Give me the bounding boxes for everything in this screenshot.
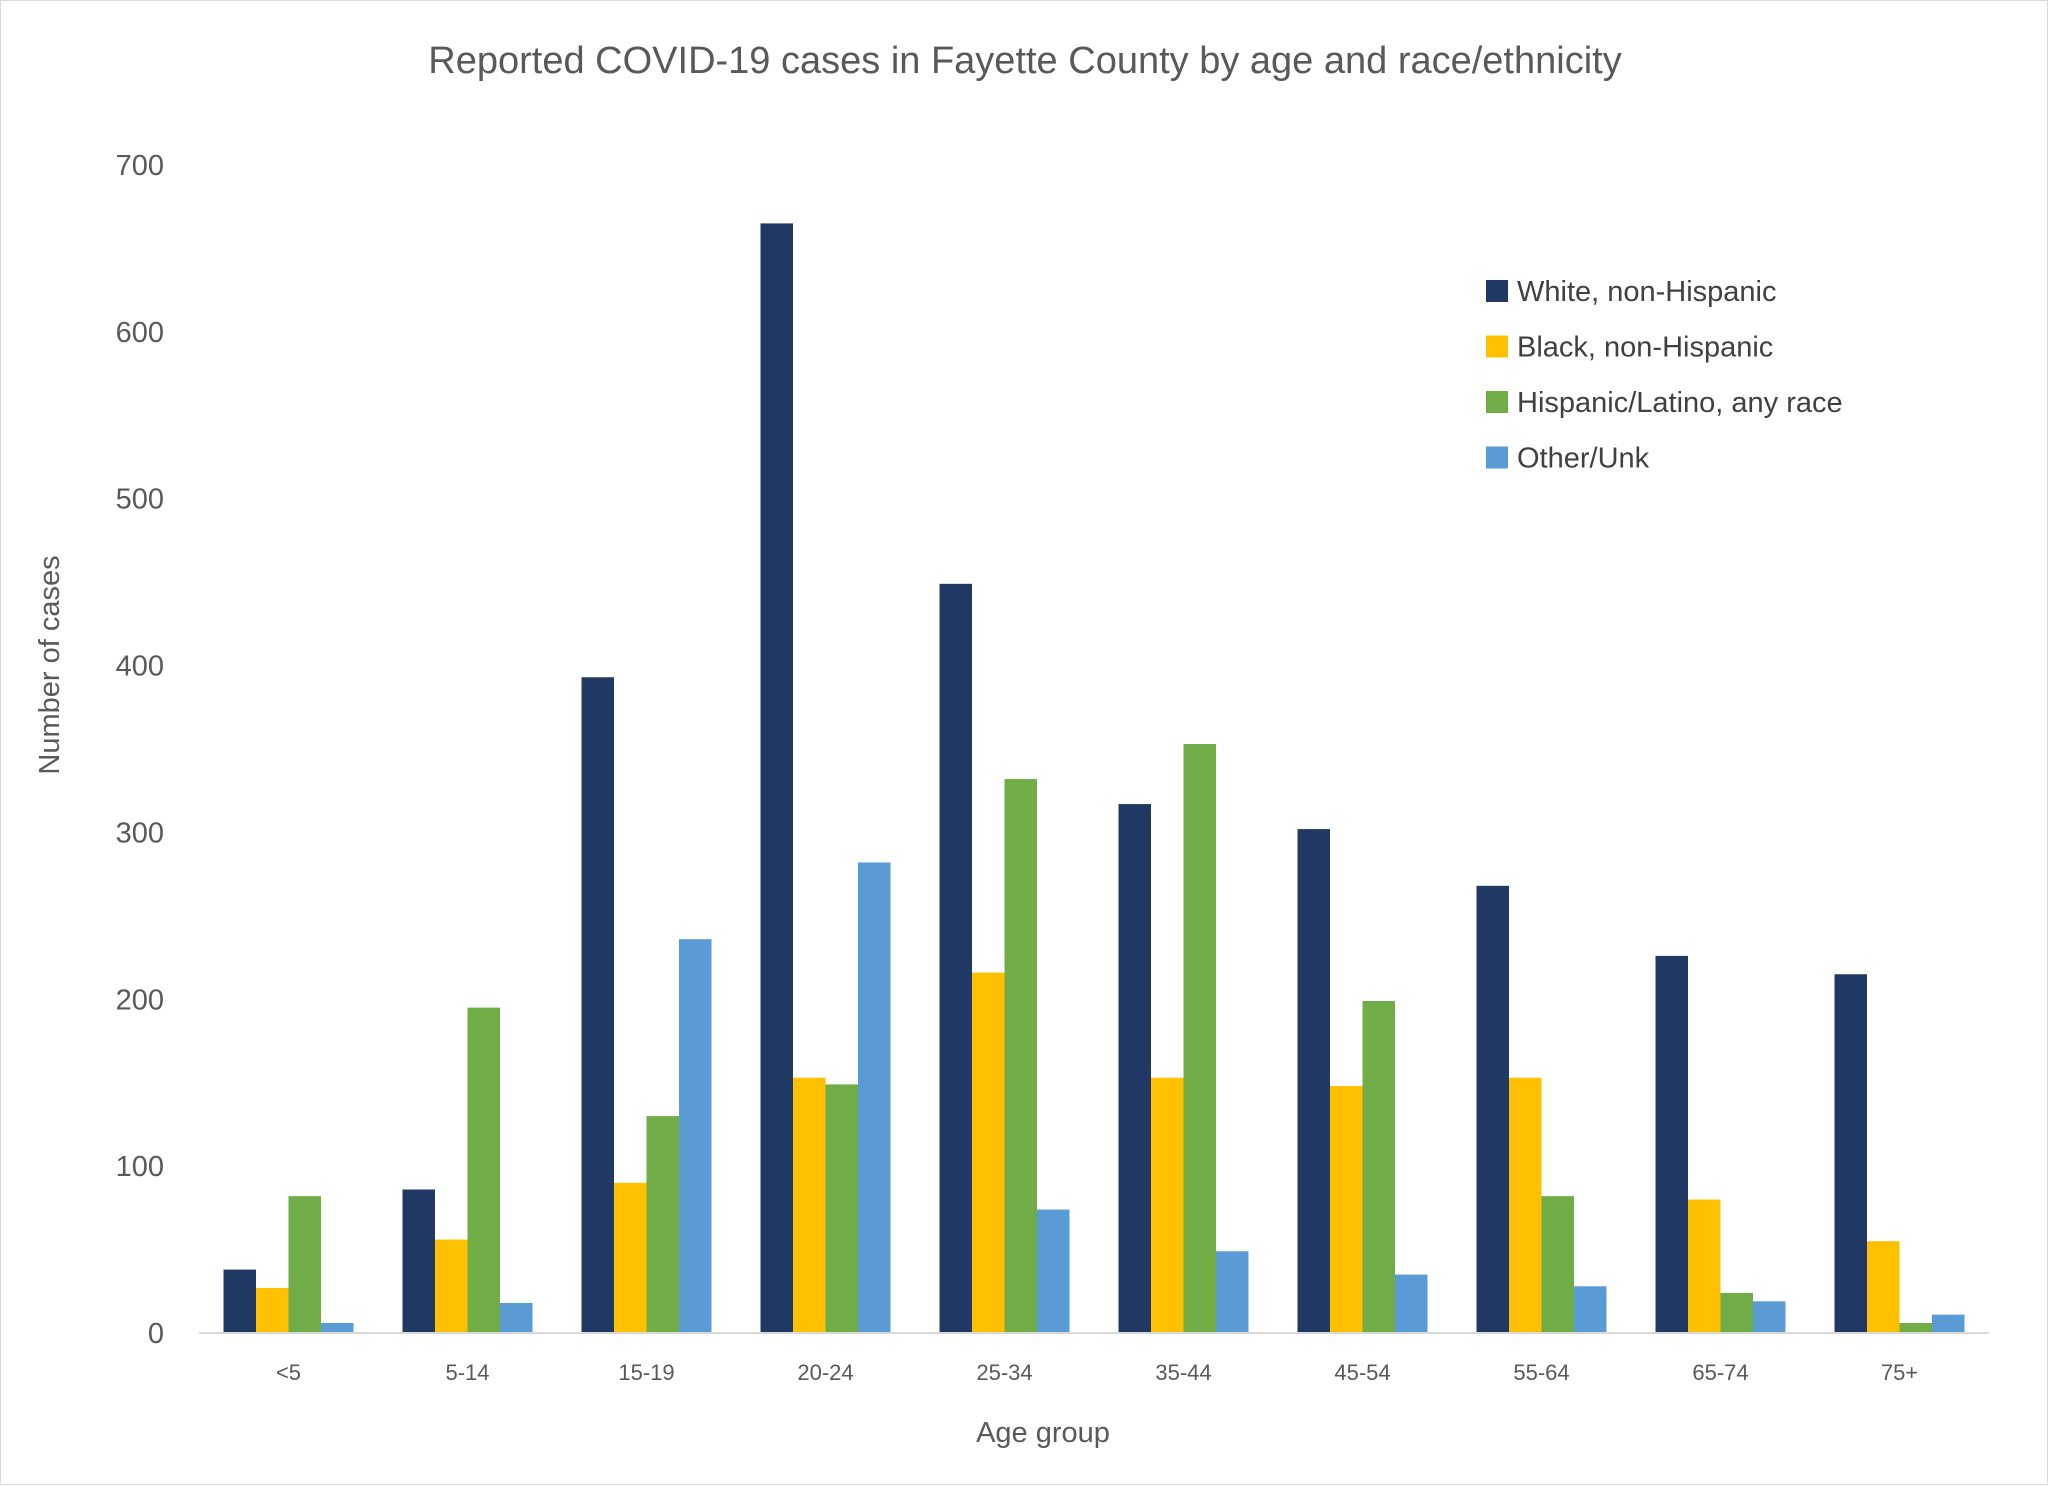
bar-series-group xyxy=(223,223,1965,1333)
y-tick-label: 300 xyxy=(116,817,164,849)
bar xyxy=(679,939,712,1333)
bar xyxy=(1037,1209,1070,1333)
bar xyxy=(1753,1301,1786,1333)
bar xyxy=(1151,1077,1184,1333)
x-tick-label: 55-64 xyxy=(1513,1360,1569,1385)
x-tick-label: <5 xyxy=(276,1360,301,1385)
y-tick-label: 400 xyxy=(116,651,164,683)
bar xyxy=(972,972,1005,1333)
x-axis-title: Age group xyxy=(976,1417,1110,1449)
bar xyxy=(500,1302,533,1333)
chart-title: Reported COVID-19 cases in Fayette Count… xyxy=(428,40,1621,82)
x-tick-label: 75+ xyxy=(1881,1360,1918,1385)
bar xyxy=(1541,1196,1574,1333)
x-tick-label: 35-44 xyxy=(1155,1360,1211,1385)
y-axis-ticks: 0 100 200 300 400 500 600 700 xyxy=(116,150,164,1350)
bar xyxy=(288,1196,321,1333)
bar xyxy=(939,583,972,1333)
y-tick-label: 600 xyxy=(116,317,164,349)
x-tick-label: 15-19 xyxy=(618,1360,674,1385)
y-tick-label: 0 xyxy=(148,1318,164,1350)
legend-label: Hispanic/Latino, any race xyxy=(1517,387,1843,419)
bar xyxy=(825,1084,858,1333)
bar xyxy=(793,1077,826,1333)
legend: White, non-Hispanic Black, non-Hispanic Hi… xyxy=(1486,276,1843,475)
bar xyxy=(1118,804,1151,1333)
bar xyxy=(256,1287,289,1333)
x-tick-label: 25-34 xyxy=(976,1360,1032,1385)
bar xyxy=(614,1182,647,1333)
y-tick-label: 500 xyxy=(116,484,164,516)
bar xyxy=(646,1116,679,1333)
bar xyxy=(1899,1322,1932,1333)
bar xyxy=(1216,1251,1249,1333)
bar xyxy=(1688,1199,1721,1333)
bar xyxy=(858,862,891,1333)
y-axis-title: Number of cases xyxy=(34,555,66,774)
bar xyxy=(581,677,614,1333)
bar xyxy=(1297,829,1330,1333)
bar xyxy=(1004,779,1037,1333)
bar xyxy=(435,1239,468,1333)
legend-swatch xyxy=(1486,446,1508,469)
legend-swatch xyxy=(1486,335,1508,358)
bar xyxy=(1834,974,1867,1333)
legend-label: Other/Unk xyxy=(1517,443,1650,475)
y-tick-label: 100 xyxy=(116,1151,164,1183)
legend-label: White, non-Hispanic xyxy=(1517,276,1777,308)
bar xyxy=(1330,1086,1363,1333)
bar xyxy=(1720,1292,1753,1333)
bar xyxy=(1655,955,1688,1333)
bar xyxy=(1476,885,1509,1333)
bar xyxy=(1867,1241,1900,1333)
bar xyxy=(760,223,793,1333)
legend-swatch xyxy=(1486,280,1508,302)
bar xyxy=(1362,1000,1395,1333)
bar xyxy=(321,1322,354,1333)
x-tick-label: 45-54 xyxy=(1334,1360,1390,1385)
legend-swatch xyxy=(1486,391,1508,413)
bar xyxy=(1932,1314,1965,1333)
y-tick-label: 200 xyxy=(116,984,164,1016)
y-tick-label: 700 xyxy=(116,150,164,182)
bar xyxy=(467,1007,500,1333)
bar xyxy=(1509,1077,1542,1333)
x-tick-label: 5-14 xyxy=(445,1360,489,1385)
bar xyxy=(1395,1274,1428,1333)
bar xyxy=(223,1269,256,1333)
x-tick-label: 20-24 xyxy=(797,1360,853,1385)
x-axis-labels: <5 5-14 15-19 20-24 25-34 35-44 45-54 55-64 65-7… xyxy=(276,1360,1918,1385)
bar xyxy=(1183,743,1216,1333)
x-tick-label: 65-74 xyxy=(1692,1360,1748,1385)
bar xyxy=(402,1189,435,1333)
legend-label: Black, non-Hispanic xyxy=(1517,332,1773,364)
bar xyxy=(1574,1286,1607,1333)
